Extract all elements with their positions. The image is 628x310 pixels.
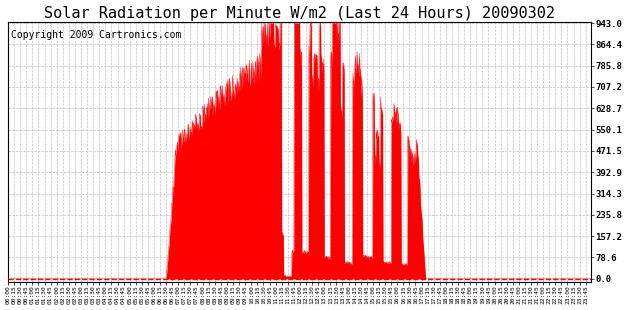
- Title: Solar Radiation per Minute W/m2 (Last 24 Hours) 20090302: Solar Radiation per Minute W/m2 (Last 24…: [44, 6, 555, 20]
- Text: Copyright 2009 Cartronics.com: Copyright 2009 Cartronics.com: [11, 29, 181, 39]
